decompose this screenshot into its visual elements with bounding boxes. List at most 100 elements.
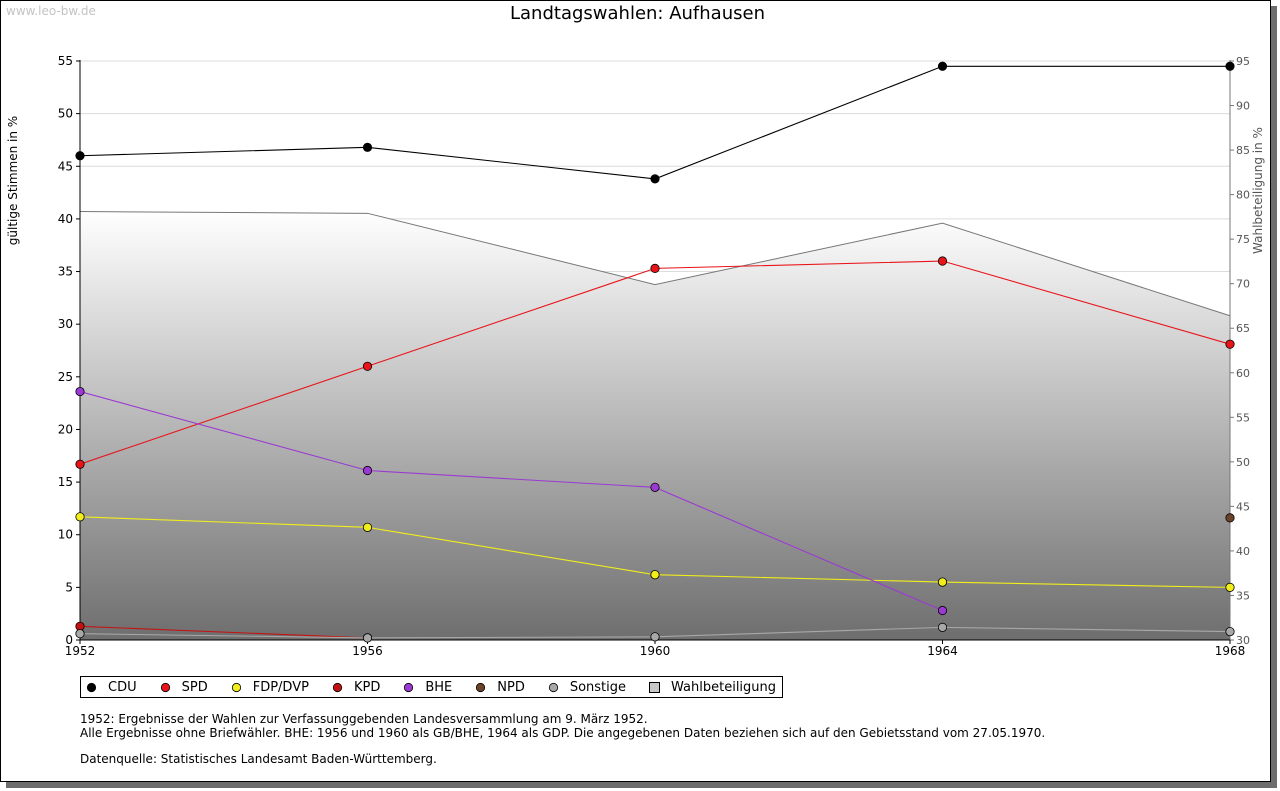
point-fdp-dvp xyxy=(362,522,373,532)
y2-tick-label: 95 xyxy=(1236,55,1250,68)
point-sonstige xyxy=(650,632,660,642)
point-npd xyxy=(1225,513,1235,523)
y-tick-label: 15 xyxy=(58,475,73,489)
point-fdp-dvp-dot xyxy=(937,577,948,587)
legend-item-npd: NPD xyxy=(474,680,525,695)
point-npd-dot xyxy=(1225,513,1235,523)
point-cdu-dot xyxy=(362,142,373,152)
y2-tick-label: 70 xyxy=(1236,278,1250,291)
point-bhe xyxy=(937,605,948,616)
y2-tick-label: 55 xyxy=(1236,411,1250,424)
x-tick-label: 1956 xyxy=(352,644,383,658)
series-line-cdu xyxy=(79,65,1230,180)
point-sonstige-dot xyxy=(650,632,660,642)
y-axis-title: gültige Stimmen in % xyxy=(6,116,20,245)
point-cdu xyxy=(650,174,660,184)
y-tick-label: 50 xyxy=(58,107,73,121)
point-spd-dot xyxy=(937,256,948,266)
series-line-kpd xyxy=(79,625,368,639)
legend-label: Wahlbeteiligung xyxy=(671,679,777,695)
legend-marker xyxy=(649,681,661,693)
legend-item-bhe: BHE xyxy=(402,680,452,695)
series-spd xyxy=(75,256,1235,469)
series-line-bhe xyxy=(79,391,943,612)
legend-item-kpd: KPD xyxy=(331,680,380,695)
y-tick-label: 25 xyxy=(58,370,73,384)
point-cdu xyxy=(75,151,85,161)
series-fdp-dvp xyxy=(75,512,1235,592)
legend-marker xyxy=(332,682,343,692)
point-cdu-dot xyxy=(650,174,660,184)
y-tick-label: 40 xyxy=(58,212,73,226)
series-bhe xyxy=(75,386,948,616)
line-chart: 0 5 10 15 20 25 30 35 40 45 50 55 30 35 40 45 50 55 60 65 70… xyxy=(6,54,1265,658)
point-sonstige xyxy=(1225,626,1235,637)
legend-item-wahlbeteiligung: Wahlbeteiligung xyxy=(648,680,776,695)
point-fdp-dvp-dot xyxy=(1225,582,1235,592)
chart-legend: CDU SPD FDP/DVP KPD BHE NPD Sonstige Wahlbeteil… xyxy=(80,676,784,698)
point-fdp-dvp-dot xyxy=(650,570,660,580)
point-bhe xyxy=(650,482,660,492)
x-tick-label: 1968 xyxy=(1215,644,1246,658)
point-spd xyxy=(937,256,948,266)
point-spd xyxy=(362,361,373,371)
point-fdp-dvp xyxy=(1225,582,1235,592)
point-spd xyxy=(650,263,660,273)
point-spd-dot xyxy=(75,459,85,469)
frame-shadow-bottom xyxy=(6,782,1277,788)
legend-label: KPD xyxy=(353,679,381,695)
y-tick-label: 20 xyxy=(58,422,73,436)
y2-tick-label: 85 xyxy=(1236,144,1250,157)
point-sonstige xyxy=(362,633,373,643)
legend-label: SPD xyxy=(181,679,208,695)
y2-tick-label: 75 xyxy=(1236,233,1250,246)
point-cdu-dot xyxy=(75,151,85,161)
y-tick-label: 5 xyxy=(65,580,73,594)
point-fdp-dvp xyxy=(937,577,948,587)
point-cdu xyxy=(362,142,373,152)
point-bhe xyxy=(362,465,373,476)
x-tick-label: 1952 xyxy=(65,644,96,658)
point-sonstige-dot xyxy=(1225,626,1235,637)
footnote-1952: 1952: Ergebnisse der Wahlen zur Verfassu… xyxy=(80,712,648,726)
legend-marker xyxy=(476,682,486,692)
point-fdp-dvp-dot xyxy=(362,522,373,532)
legend-item-cdu: CDU xyxy=(85,680,137,695)
series-sonstige xyxy=(75,622,1235,643)
point-cdu xyxy=(1225,61,1235,71)
y2-axis-title: Wahlbeteiligung in % xyxy=(1251,127,1265,254)
legend-label: BHE xyxy=(425,679,453,695)
legend-label: CDU xyxy=(108,679,137,695)
y-tick-label: 30 xyxy=(58,317,73,331)
legend-item-spd: SPD xyxy=(159,680,208,695)
y2-tick-label: 35 xyxy=(1236,589,1250,602)
point-bhe xyxy=(75,386,85,397)
point-cdu-dot xyxy=(1225,61,1235,71)
legend-item-fdp-dvp: FDP/DVP xyxy=(230,680,309,695)
y2-tick-label: 45 xyxy=(1236,500,1250,513)
legend-marker xyxy=(231,682,241,692)
point-spd-dot xyxy=(1225,339,1235,349)
point-cdu xyxy=(937,61,948,71)
point-sonstige xyxy=(75,629,85,639)
legend-label: Sonstige xyxy=(569,679,627,695)
y-tick-label: 10 xyxy=(58,528,73,542)
turnout-area xyxy=(80,211,1230,641)
x-tick-label: 1960 xyxy=(640,644,671,658)
y-tick-label: 55 xyxy=(58,54,73,68)
point-bhe-dot xyxy=(937,605,948,616)
legend-item-sonstige: Sonstige xyxy=(547,680,626,695)
legend-marker xyxy=(404,682,414,692)
point-sonstige-dot xyxy=(75,629,85,639)
point-bhe-dot xyxy=(75,386,85,397)
legend-marker xyxy=(160,682,170,692)
series-cdu xyxy=(75,61,1235,184)
point-fdp-dvp xyxy=(75,512,85,522)
y2-tick-label: 50 xyxy=(1236,456,1250,469)
point-sonstige-dot xyxy=(362,633,373,643)
footnote-general: Alle Ergebnisse ohne Briefwähler. BHE: 1… xyxy=(80,726,1046,740)
legend-marker xyxy=(548,682,558,692)
point-spd-dot xyxy=(650,263,660,273)
turnout-line xyxy=(79,211,1231,317)
x-tick-label: 1964 xyxy=(927,644,958,658)
